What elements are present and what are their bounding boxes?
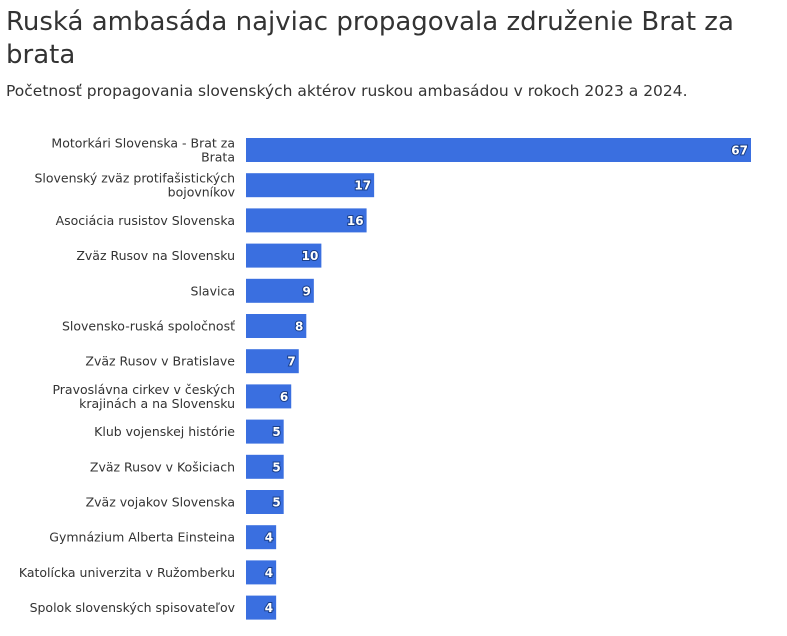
category-label-line: Slovensko-ruská spoločnosť xyxy=(62,319,235,334)
category-label: Motorkári Slovenska - Brat za Brata xyxy=(51,136,235,165)
chart-subtitle: Početnosť propagovania slovenských aktér… xyxy=(6,82,688,100)
category-label-line: Gymnázium Alberta Einsteina xyxy=(49,530,235,545)
category-label: Spolok slovenských spisovateľov xyxy=(30,600,236,615)
category-label-line: Katolícka univerzita v Ružomberku xyxy=(19,565,235,580)
category-label-line: krajinách a na Slovensku xyxy=(79,396,235,411)
category-label: Zväz vojakov Slovenska xyxy=(86,495,235,510)
category-label: Klub vojenskej histórie xyxy=(94,424,235,439)
bar-value-label: 4 xyxy=(265,531,273,545)
category-labels-group: Motorkári Slovenska - Brat za Brata Sloven… xyxy=(19,136,236,616)
category-label-line: Zväz vojakov Slovenska xyxy=(86,495,235,510)
bar-value-label: 6 xyxy=(280,390,288,404)
category-label-line: Zväz Rusov v Bratislave xyxy=(85,354,235,369)
bar-value-label: 8 xyxy=(295,320,303,334)
category-label: Zväz Rusov v Košiciach xyxy=(90,459,235,474)
bar xyxy=(246,314,307,338)
bar xyxy=(246,525,277,550)
bar-value-label: 5 xyxy=(272,460,280,474)
category-label-line: Klub vojenskej histórie xyxy=(94,424,235,439)
category-label-line: Asociácia rusistov Slovenska xyxy=(56,213,235,228)
bar xyxy=(246,595,277,620)
bar xyxy=(246,384,292,409)
bar xyxy=(246,454,284,479)
category-label: Zväz Rusov na Slovensku xyxy=(76,248,235,263)
category-label: Slovensko-ruská spoločnosť xyxy=(62,319,235,334)
category-label-line: Brata xyxy=(201,150,235,165)
category-label-line: Zväz Rusov na Slovensku xyxy=(76,248,235,263)
bar xyxy=(246,490,284,514)
category-label-line: Slovenský zväz protifašistických xyxy=(34,171,235,186)
bar-value-label: 5 xyxy=(272,425,280,439)
category-label: Asociácia rusistov Slovenska xyxy=(56,213,235,228)
bar-value-label: 17 xyxy=(354,179,371,193)
bar xyxy=(246,349,299,374)
bar-value-label: 10 xyxy=(302,249,319,263)
bar xyxy=(246,138,751,162)
category-label-line: bojovníkov xyxy=(168,185,236,200)
bar-value-label: 4 xyxy=(265,601,273,615)
chart-title: Ruská ambasáda najviac propagovala združ… xyxy=(6,7,734,70)
category-label: Slavica xyxy=(191,283,235,298)
category-label-line: Slavica xyxy=(191,283,235,298)
category-label: Gymnázium Alberta Einsteina xyxy=(49,530,235,545)
bar-value-label: 5 xyxy=(272,496,280,510)
category-label: Pravoslávna cirkev v českých krajinách a … xyxy=(52,382,235,411)
bar xyxy=(246,173,375,198)
bar-value-label: 16 xyxy=(347,214,364,228)
bar-value-label: 67 xyxy=(731,144,748,158)
bar xyxy=(246,278,314,303)
bar xyxy=(246,243,322,268)
category-label-line: Motorkári Slovenska - Brat za xyxy=(51,136,235,151)
bar-value-label: 4 xyxy=(265,566,273,580)
category-label: Slovenský zväz protifašistických bojovník… xyxy=(34,171,235,200)
bar-value-label: 7 xyxy=(287,355,295,369)
bar-value-label: 9 xyxy=(302,284,310,298)
bar xyxy=(246,419,284,444)
category-label: Zväz Rusov v Bratislave xyxy=(85,354,235,369)
category-label-line: Pravoslávna cirkev v českých xyxy=(52,382,235,397)
category-label: Katolícka univerzita v Ružomberku xyxy=(19,565,235,580)
bar xyxy=(246,560,277,585)
bars-group xyxy=(246,138,751,620)
category-label-line: Zväz Rusov v Košiciach xyxy=(90,459,235,474)
bar xyxy=(246,208,367,233)
category-label-line: Spolok slovenských spisovateľov xyxy=(30,600,236,615)
value-labels-group: 67 17 16 10 9 8 7 6 5 5 5 4 4 4 xyxy=(264,143,749,617)
